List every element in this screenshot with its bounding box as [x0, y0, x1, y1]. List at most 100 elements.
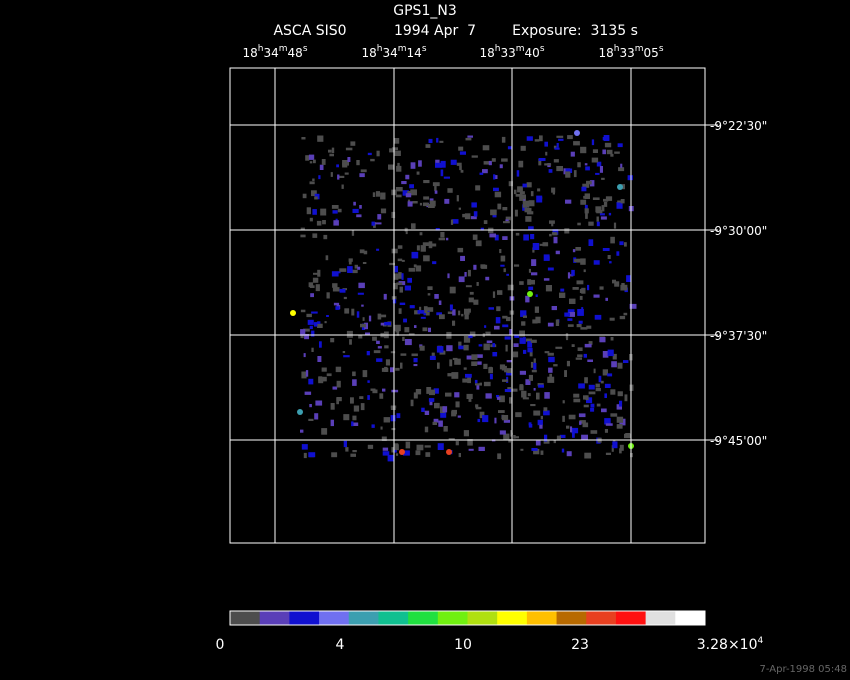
sky-pixel	[625, 433, 631, 438]
sky-pixel	[401, 259, 405, 262]
sky-pixel	[531, 369, 537, 373]
sky-pixel	[331, 452, 338, 458]
sky-pixel	[567, 135, 573, 140]
sky-pixel	[559, 292, 566, 298]
sky-pixel	[552, 229, 559, 235]
sky-pixel	[376, 340, 380, 344]
sky-pixel	[553, 440, 556, 444]
sky-pixel	[500, 255, 506, 262]
sky-pixel	[475, 406, 482, 410]
date: 1994 Apr 7	[394, 23, 476, 39]
sky-pixel	[555, 250, 560, 255]
sky-pixel	[575, 357, 582, 360]
sky-pixel	[416, 444, 424, 451]
sky-pixel	[311, 311, 318, 314]
sky-pixel	[591, 139, 595, 146]
sky-pixel	[339, 288, 346, 293]
sky-pixel	[539, 424, 543, 429]
sky-pixel	[439, 140, 444, 143]
colorbar-swatch	[586, 611, 617, 625]
sky-pixel	[321, 428, 328, 435]
sky-pixel	[562, 415, 565, 422]
sky-pixel	[475, 383, 482, 386]
sky-pixel	[494, 175, 498, 179]
sky-pixel	[525, 338, 532, 342]
sky-pixel	[447, 373, 453, 377]
sky-pixel	[308, 378, 314, 385]
superscript: h	[258, 44, 264, 54]
sky-pixel	[390, 351, 396, 354]
sky-pixel	[443, 176, 450, 179]
sky-pixel	[422, 242, 429, 246]
sky-pixel	[578, 413, 586, 418]
sky-pixel	[603, 198, 609, 202]
sky-pixel	[492, 291, 496, 298]
sky-pixel	[516, 170, 520, 177]
sky-pixel	[506, 273, 509, 276]
sky-pixel	[540, 415, 543, 420]
ra-label: 18h33m05s	[598, 44, 663, 60]
sky-pixel	[581, 434, 588, 441]
sky-pixel	[627, 175, 633, 181]
sky-pixel	[533, 448, 540, 455]
sky-pixel	[330, 172, 333, 177]
sky-pixel	[326, 373, 332, 377]
sky-pixel	[530, 339, 537, 343]
sky-pixel	[326, 292, 330, 299]
sky-pixel	[434, 184, 437, 192]
sky-pixel	[544, 392, 550, 399]
colorbar-swatch	[259, 611, 290, 625]
sky-pixel	[583, 353, 587, 358]
sky-pixel	[599, 286, 604, 290]
sky-pixel	[360, 323, 366, 328]
sky-pixel	[624, 242, 627, 247]
sky-pixel	[457, 415, 461, 418]
sky-pixel	[352, 415, 357, 421]
sky-pixel	[584, 377, 588, 384]
sky-pixel	[559, 434, 566, 438]
sky-pixel	[315, 400, 323, 406]
sky-pixel	[407, 199, 411, 203]
sky-pixel	[530, 361, 534, 368]
sky-pixel	[434, 294, 439, 299]
sky-pixel	[545, 285, 552, 292]
sky-pixel	[496, 396, 501, 400]
sky-pixel	[391, 389, 399, 393]
sky-pixel	[338, 271, 341, 274]
sky-pixel	[308, 282, 314, 288]
sky-pixel	[547, 352, 554, 356]
sky-pixel	[306, 207, 311, 215]
sky-pixel	[458, 345, 465, 350]
sky-pixel	[605, 196, 613, 201]
label-part: 3.28×10	[697, 637, 758, 653]
sky-pixel	[533, 362, 537, 370]
sky-pixel	[596, 403, 601, 407]
sky-pixel	[529, 350, 533, 357]
sky-pixel	[584, 208, 589, 214]
sky-pixel	[534, 306, 539, 313]
sky-pixel	[426, 387, 432, 394]
sky-pixel	[409, 305, 415, 309]
sky-pixel	[598, 375, 602, 383]
sky-pixel	[601, 177, 605, 180]
sky-pixel	[590, 407, 595, 412]
sky-pixel	[521, 321, 526, 326]
sky-pixel	[405, 228, 408, 235]
sky-pixel	[553, 364, 558, 367]
sky-pixel	[505, 219, 509, 223]
sky-pixel	[435, 159, 440, 164]
sky-pixel	[335, 306, 340, 310]
sky-pixel	[387, 454, 395, 462]
sky-pixel	[573, 393, 580, 398]
sky-pixel	[602, 149, 606, 155]
sky-pixel	[565, 171, 571, 178]
sky-pixel	[587, 359, 593, 362]
sky-pixel	[467, 439, 473, 446]
sky-pixel	[527, 341, 533, 348]
sky-pixel	[493, 187, 499, 192]
sky-pixel	[525, 295, 530, 303]
sky-pixel	[584, 452, 592, 459]
label-part: 4	[336, 637, 345, 653]
sky-pixel	[596, 161, 602, 167]
